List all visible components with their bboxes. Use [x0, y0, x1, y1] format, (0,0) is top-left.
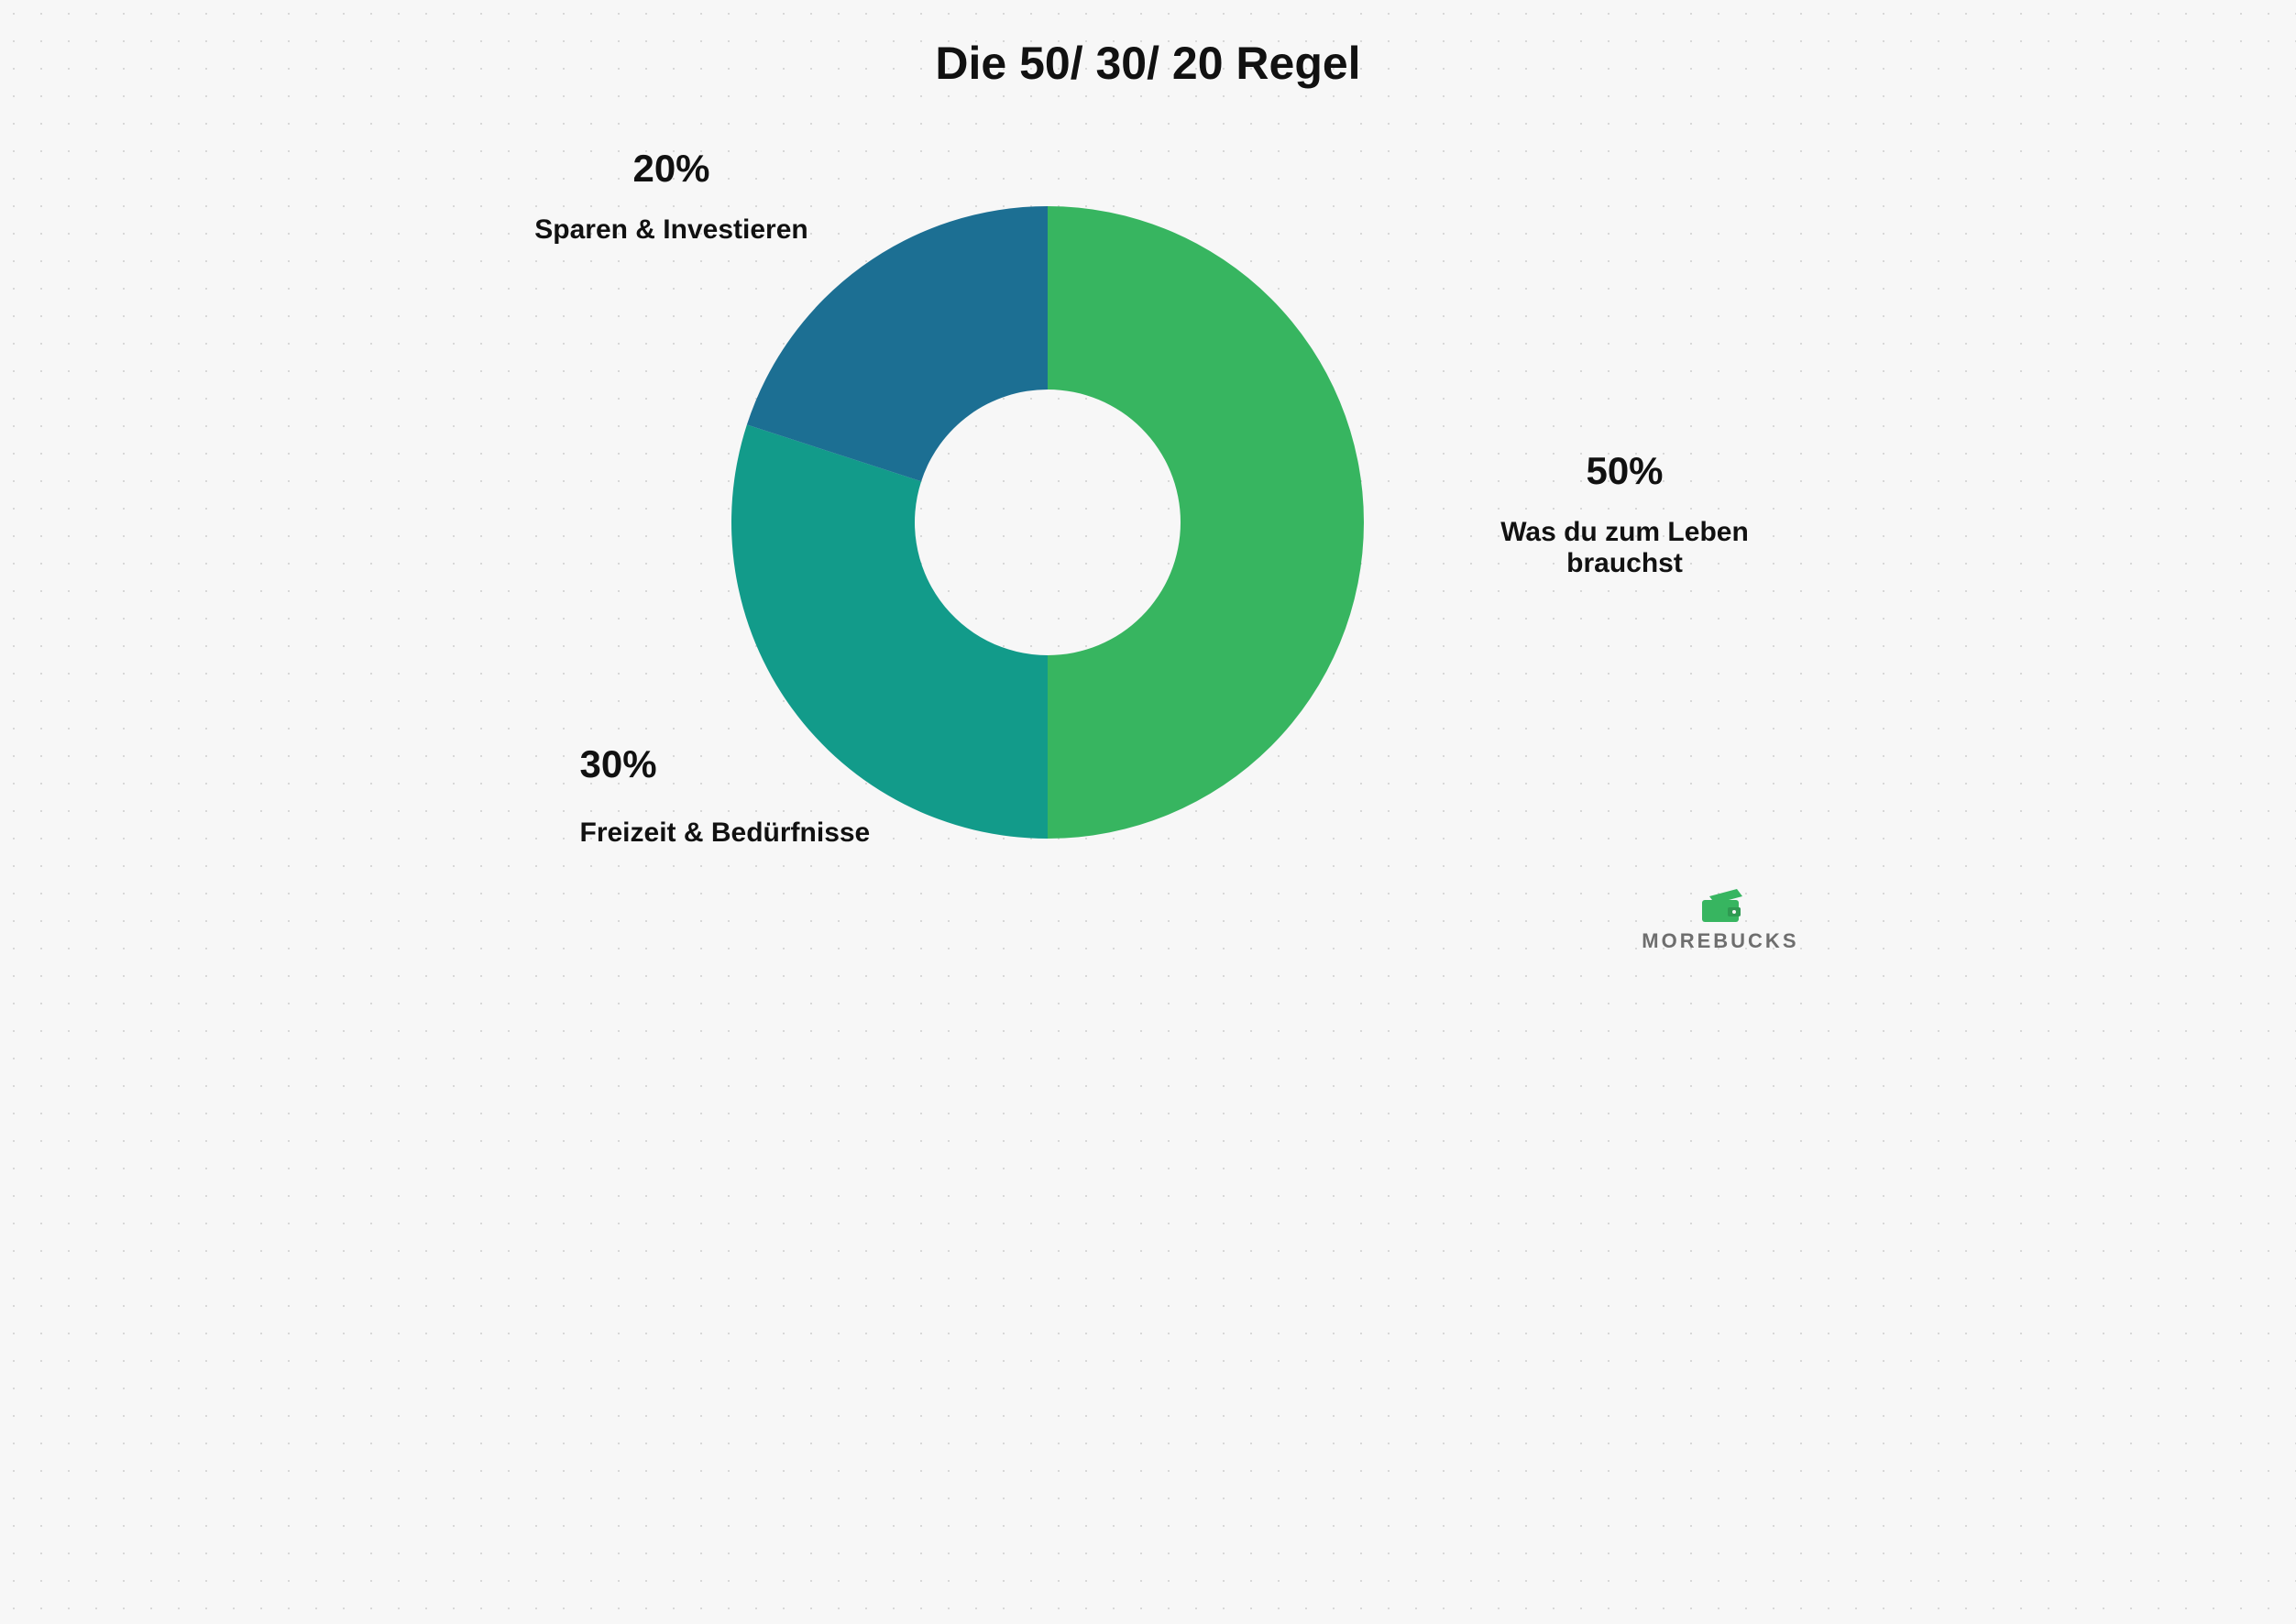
- infographic-page: Die 50/ 30/ 20 Regel 20% Sparen & Invest…: [461, 0, 1836, 971]
- annotation-leben: 50% Was du zum Lebenbrauchst: [1469, 449, 1781, 579]
- donut-slice-leben: [1048, 206, 1364, 839]
- brand-logo-text: MOREBUCKS: [1642, 929, 1798, 953]
- annotation-sparen: 20% Sparen & Investieren: [489, 147, 855, 246]
- wallet-icon: [1697, 887, 1744, 924]
- annotation-sparen-label: Sparen & Investieren: [489, 214, 855, 246]
- annotation-freizeit-percent: 30%: [580, 742, 965, 786]
- annotation-leben-label: Was du zum Lebenbrauchst: [1469, 517, 1781, 579]
- brand-logo: MOREBUCKS: [1642, 887, 1798, 953]
- annotation-freizeit: 30% Freizeit & Bedürfnisse: [580, 742, 965, 849]
- annotation-sparen-percent: 20%: [489, 147, 855, 191]
- annotation-leben-percent: 50%: [1469, 449, 1781, 493]
- annotation-freizeit-label: Freizeit & Bedürfnisse: [580, 817, 965, 849]
